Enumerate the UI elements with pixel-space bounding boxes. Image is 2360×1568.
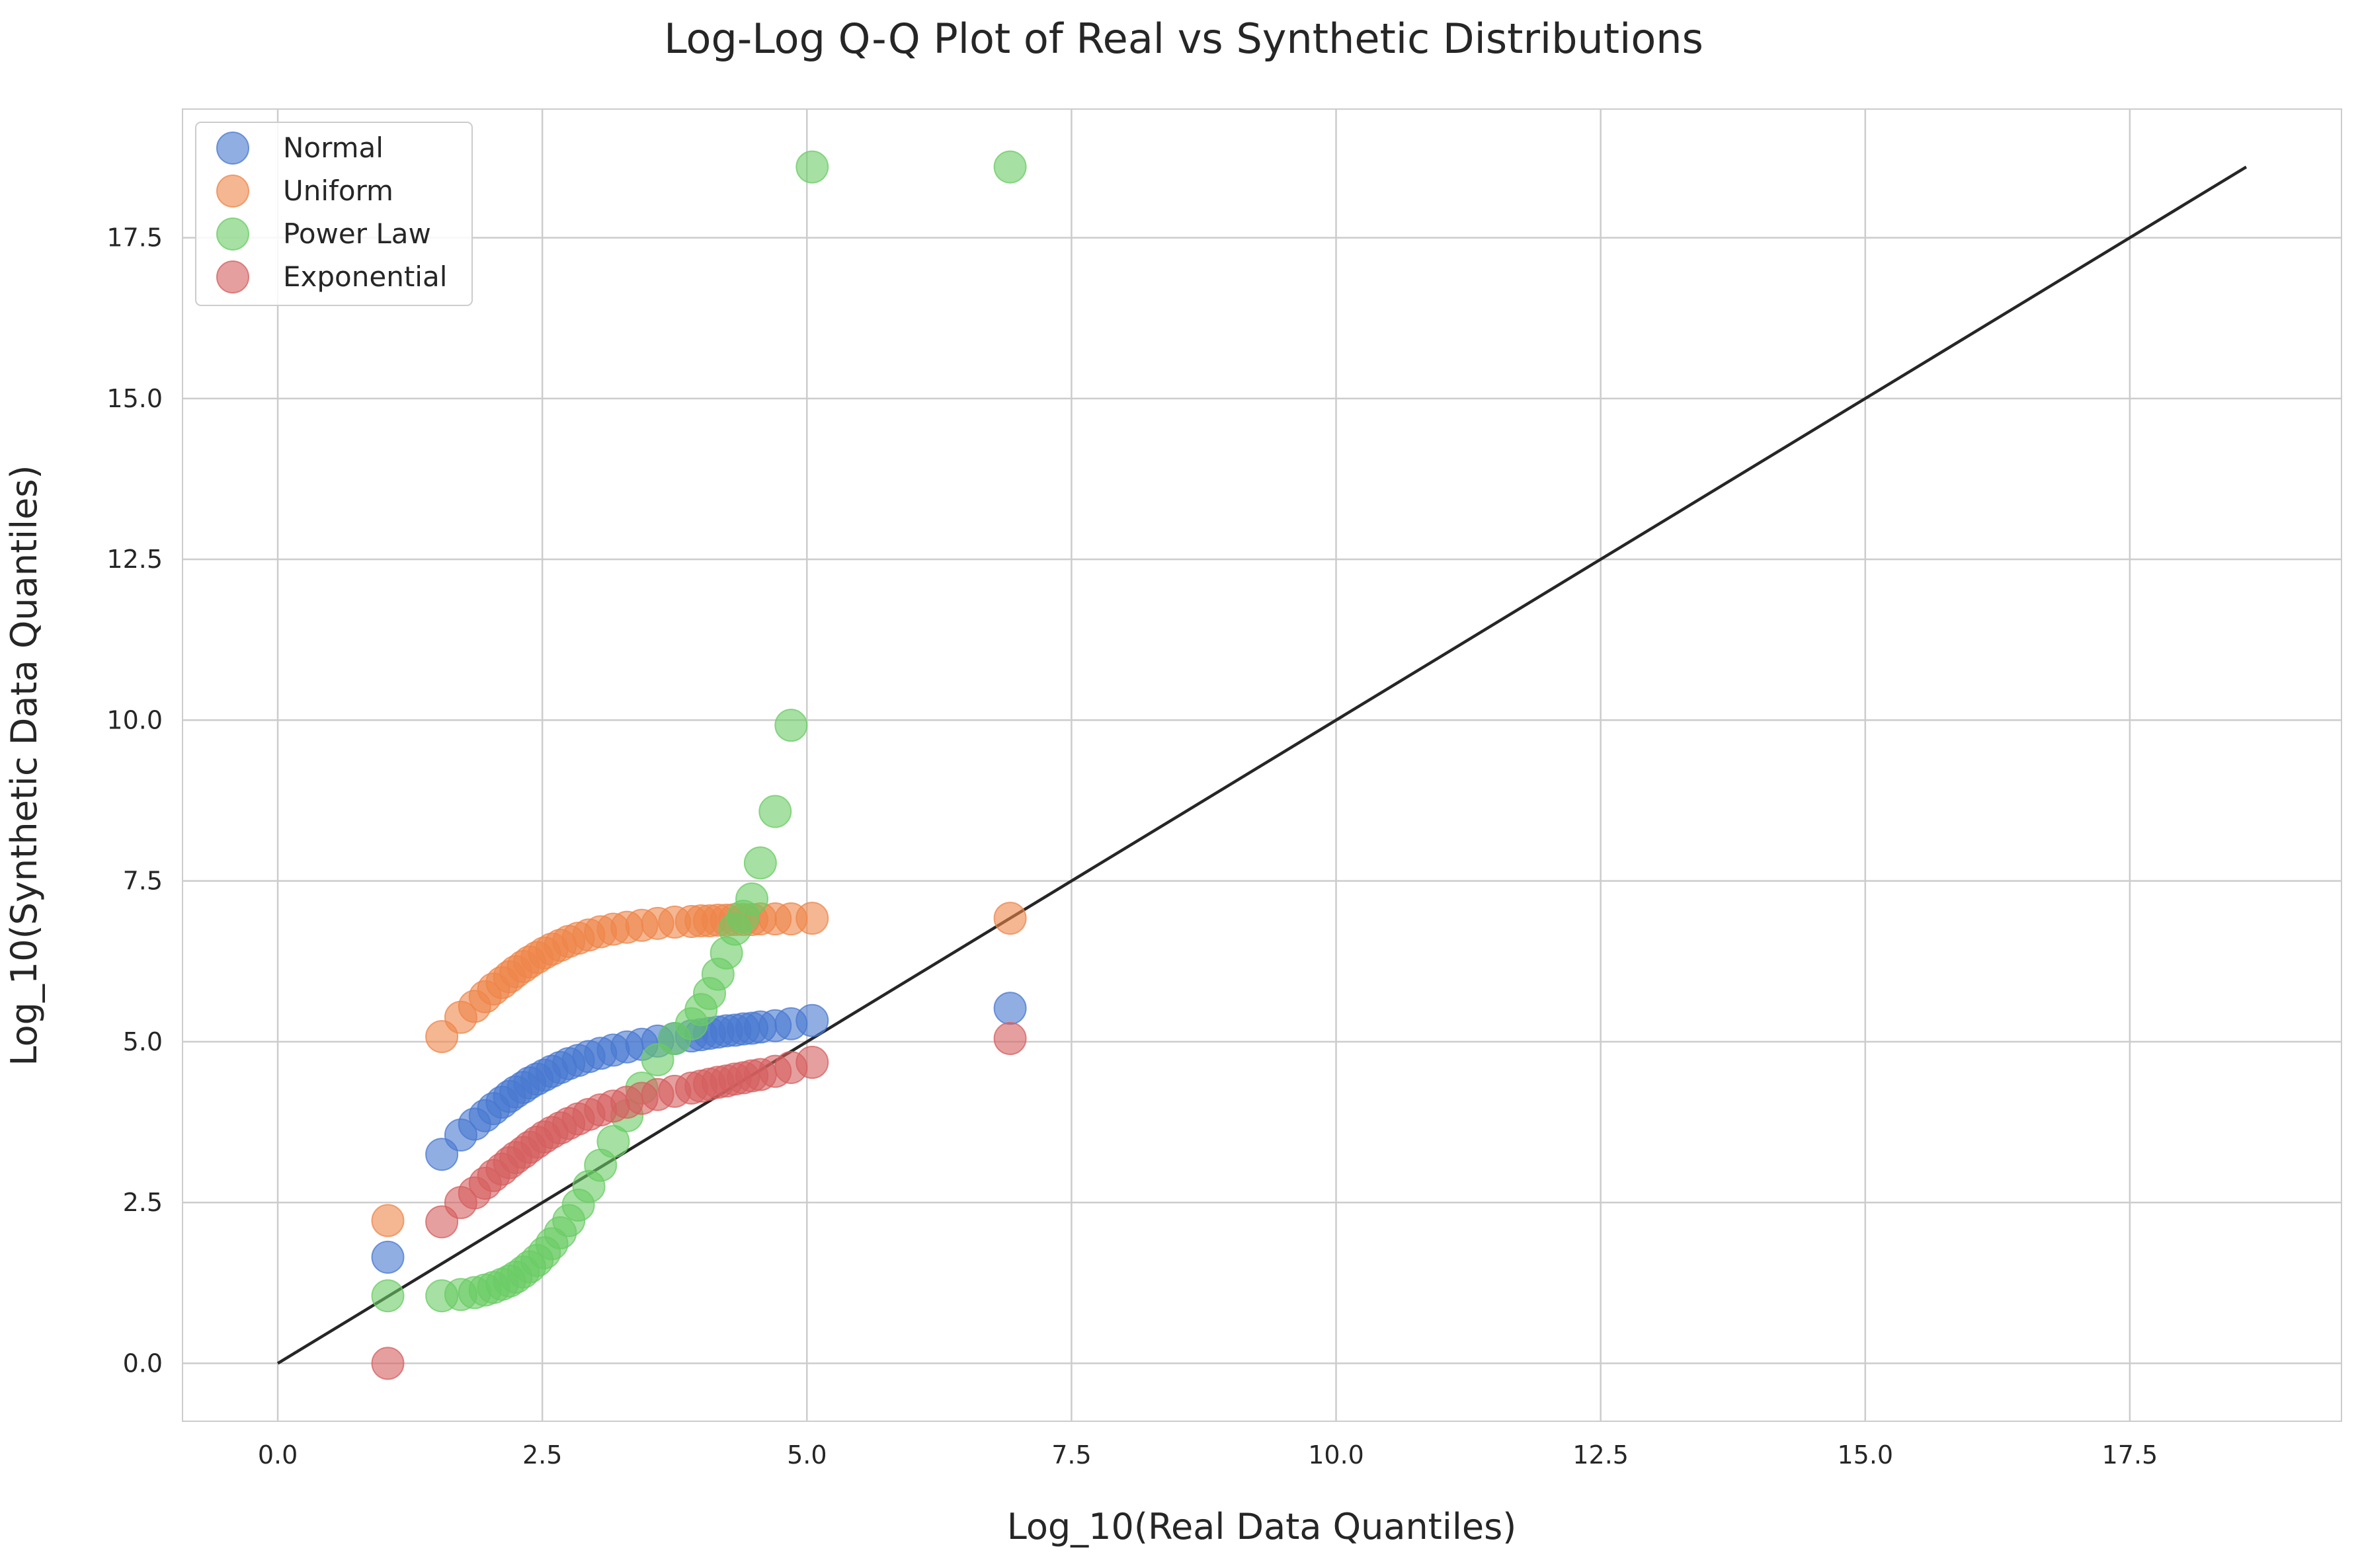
series-power-law [371,150,1027,1313]
legend-frame [195,122,473,306]
y-tick-label: 0.0 [123,1349,163,1378]
point-normal [371,1240,405,1274]
point-power-law [774,709,808,742]
y-tick-label: 15.0 [106,384,163,413]
chart-title: Log-Log Q-Q Plot of Real vs Synthetic Di… [664,15,1703,63]
y-axis-label: Log_10(Synthetic Data Quantiles) [3,465,45,1066]
x-tick-label: 0.0 [258,1440,298,1470]
legend-marker-exponential [216,260,249,294]
x-tick-labels: 0.0 2.5 5.0 7.5 10.0 12.5 15.0 17.5 [258,1440,2158,1470]
y-tick-label: 5.0 [123,1027,163,1056]
plot-frame [182,108,2342,1422]
y-tick-label: 12.5 [106,545,163,574]
y-tick-label: 17.5 [106,223,163,253]
point-exponential [993,1022,1027,1056]
point-exponential [795,1046,829,1079]
point-power-law [596,1124,630,1158]
point-uniform [371,1204,405,1237]
x-tick-label: 12.5 [1572,1440,1629,1470]
x-tick-label: 2.5 [522,1440,562,1470]
point-power-law [795,150,829,184]
legend-marker-uniform [216,175,249,208]
series-exponential [371,1022,1027,1380]
x-tick-label: 15.0 [1837,1440,1893,1470]
y-tick-label: 10.0 [106,705,163,734]
legend-marker-power-law [216,217,249,251]
y-tick-labels: 0.0 2.5 5.0 7.5 10.0 12.5 15.0 17.5 [106,223,163,1378]
y-tick-label: 2.5 [123,1188,163,1217]
y-tick-label: 7.5 [123,867,163,896]
x-tick-label: 17.5 [2102,1440,2158,1470]
legend-label-normal: Normal [283,132,384,164]
point-power-law [993,150,1027,184]
grid-lines [183,109,2341,1421]
legend-label-exponential: Exponential [283,260,447,293]
point-normal [993,992,1027,1025]
legend-label-power-law: Power Law [283,217,431,250]
point-power-law [758,795,792,828]
point-normal [795,1003,829,1037]
x-tick-label: 10.0 [1308,1440,1364,1470]
point-uniform [795,902,829,935]
x-axis-label: Log_10(Real Data Quantiles) [1007,1506,1517,1548]
point-power-law [743,846,777,880]
scatter-points [371,150,1027,1380]
point-power-law [371,1279,405,1313]
legend-label-uniform: Uniform [283,175,393,207]
x-tick-label: 7.5 [1051,1440,1091,1470]
point-exponential [371,1347,405,1380]
point-power-law [735,882,769,916]
point-uniform [993,902,1027,935]
legend-marker-normal [216,132,249,165]
x-tick-label: 5.0 [787,1440,827,1470]
series-uniform [371,902,1027,1237]
legend: Normal Uniform Power Law Exponential [195,122,473,306]
